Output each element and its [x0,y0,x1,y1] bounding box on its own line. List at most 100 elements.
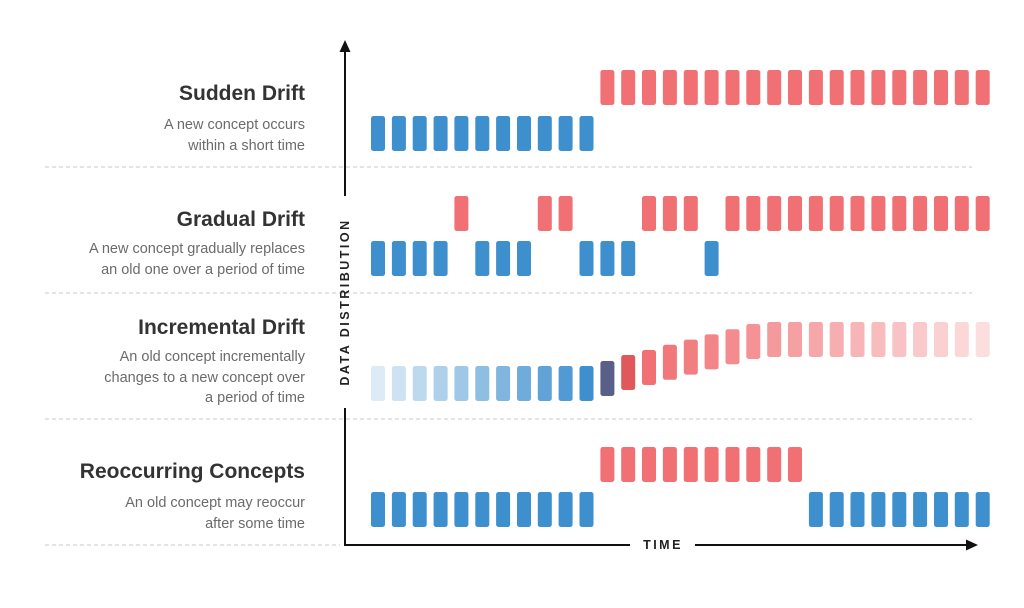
new-concept-bar [558,196,573,231]
old-concept-bar [558,116,573,151]
old-concept-bar [475,492,490,527]
old-concept-bar [433,366,448,401]
row-description: A new concept gradually replaces an old … [89,239,305,280]
new-concept-bar [600,70,615,105]
row-label-gradual-drift: Gradual Drift A new concept gradually re… [89,208,305,280]
old-concept-bar [537,116,552,151]
new-concept-bar [892,322,907,357]
new-concept-bar [642,447,656,482]
old-concept-bar [975,492,990,527]
old-concept-bar [913,492,928,527]
description-line: an old one over a period of time [101,261,305,278]
new-concept-bar [954,70,969,105]
old-concept-bar [496,241,511,276]
new-concept-bar [621,447,636,482]
new-concept-bar [850,70,865,105]
new-concept-bar [975,196,990,231]
description-line: changes to a new concept over [104,369,305,386]
old-concept-bar [954,492,969,527]
new-concept-bar [892,196,907,231]
old-concept-bar [496,116,511,151]
row-label-sudden-drift: Sudden Drift A new concept occurs within… [164,82,305,156]
row-title: Incremental Drift [138,316,305,339]
old-concept-bar [371,492,385,527]
new-concept-bar [683,339,698,375]
old-concept-bar [892,492,907,527]
new-concept-bar [683,447,698,482]
old-concept-bar [496,366,511,401]
new-concept-bar [913,196,928,231]
row-label-incremental-drift: Incremental Drift An old concept increme… [104,316,305,409]
new-concept-bar [829,322,844,357]
row-description: A new concept occurs within a short time [164,115,305,156]
row-label-reoccurring-concepts: Reoccurring Concepts An old concept may … [80,460,305,534]
new-concept-bar [850,322,865,357]
old-concept-bar [871,492,886,527]
y-axis-label: DATA DISTRIBUTION [338,218,352,385]
x-axis-label: TIME [643,538,683,552]
old-concept-bar [391,492,406,527]
new-concept-bar [829,196,844,231]
old-concept-bar [579,492,594,527]
old-concept-bar [475,366,490,401]
old-concept-bar [391,241,406,276]
new-concept-bar [704,70,719,105]
transition-bar [600,361,615,396]
old-concept-bar [517,366,531,401]
new-concept-bar [725,447,740,482]
new-concept-bar [642,70,656,105]
bars-group [371,70,990,527]
new-concept-bar [746,70,761,105]
new-concept-bar [642,196,656,231]
new-concept-bar [725,196,740,231]
old-concept-bar [412,241,427,276]
old-concept-bar [496,492,511,527]
new-concept-bar [767,322,782,357]
new-concept-bar [767,70,782,105]
new-concept-bar [934,70,948,105]
new-concept-bar [662,447,677,482]
new-concept-bar [537,196,552,231]
old-concept-bar [433,241,448,276]
new-concept-bar [954,196,969,231]
old-concept-bar [558,366,573,401]
row-description: An old concept incrementally changes to … [104,347,305,409]
new-concept-bar [746,324,761,359]
old-concept-bar [412,492,427,527]
new-concept-bar [871,70,886,105]
new-concept-bar [788,70,802,105]
row-title: Reoccurring Concepts [79,460,305,483]
new-concept-bar [975,322,990,357]
description-line: An old concept incrementally [119,349,305,365]
old-concept-bar [475,116,490,151]
new-concept-bar [767,196,782,231]
new-concept-bar [642,350,656,385]
row-description: An old concept may reoccur after some ti… [80,493,305,534]
old-concept-bar [829,492,844,527]
new-concept-bar [683,70,698,105]
old-concept-bar [704,241,719,276]
old-concept-bar [371,366,385,401]
old-concept-bar [850,492,865,527]
old-concept-bar [391,116,406,151]
new-concept-bar [871,322,886,357]
new-concept-bar [704,447,719,482]
new-concept-bar [808,196,823,231]
new-concept-bar [454,196,469,231]
description-line: within a short time [188,137,305,154]
new-concept-bar [829,70,844,105]
description-line: after some time [205,515,305,532]
old-concept-bar [433,492,448,527]
old-concept-bar [371,116,385,151]
new-concept-bar [600,447,615,482]
old-concept-bar [412,116,427,151]
old-concept-bar [558,492,573,527]
new-concept-bar [892,70,907,105]
old-concept-bar [517,241,531,276]
old-concept-bar [517,492,531,527]
old-concept-bar [454,492,469,527]
old-concept-bar [433,116,448,151]
new-concept-bar [808,322,823,357]
new-concept-bar [934,196,948,231]
